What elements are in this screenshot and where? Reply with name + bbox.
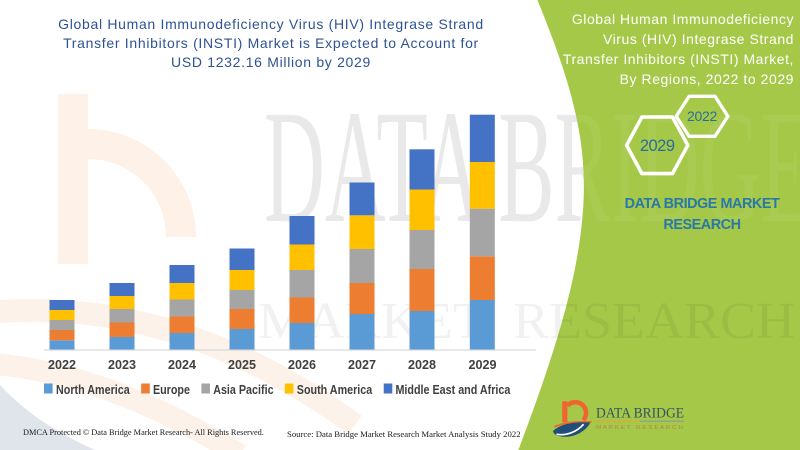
- svg-text:2029: 2029: [640, 137, 675, 155]
- svg-text:2022: 2022: [687, 108, 717, 124]
- svg-text:M A R K E T R E S E A R C H: M A R K E T R E S E A R C H: [596, 425, 683, 431]
- svg-text:MARKET RESEARCH: MARKET RESEARCH: [258, 293, 795, 350]
- svg-text:DATA BRIDGE: DATA BRIDGE: [596, 406, 684, 422]
